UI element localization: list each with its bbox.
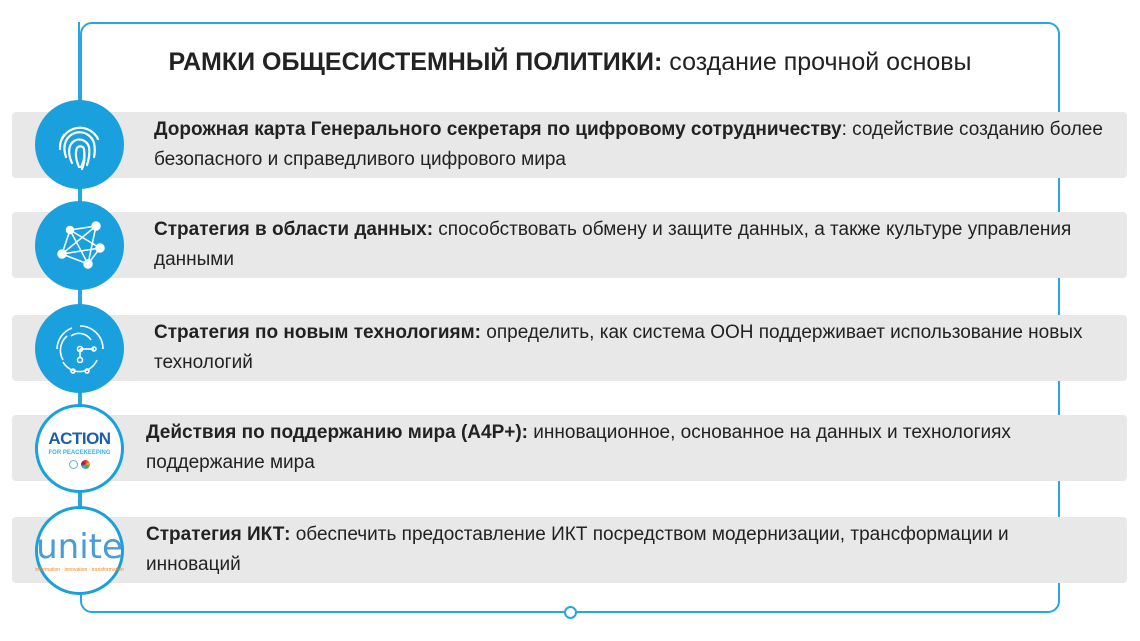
item-text: Стратегия по новым технологиям: определи… <box>154 322 1083 373</box>
item-text: Действия по поддержанию мира (A4P+): инн… <box>146 422 1011 473</box>
logo-text: ACTION <box>48 428 111 448</box>
item-text: Стратегия ИКТ: обеспечить предоставление… <box>146 524 1009 575</box>
fingerprint-icon <box>35 100 124 189</box>
unite-logo: unite information · innovation · transfo… <box>35 506 124 595</box>
action-for-peacekeeping-logo: ACTION FOR PEACEKEEPING <box>35 404 124 493</box>
circuit-icon <box>35 304 124 393</box>
item-bar <box>12 415 1127 481</box>
item-bar <box>12 212 1127 278</box>
page-title: РАМКИ ОБЩЕСИСТЕМНЫЙ ПОЛИТИКИ: создание п… <box>168 48 972 76</box>
item-text: Стратегия в области данных: способствова… <box>154 219 1072 270</box>
network-icon <box>35 201 124 290</box>
item-bar <box>12 517 1127 583</box>
item-bar <box>12 112 1127 178</box>
item-bar <box>12 315 1127 381</box>
un-emblems <box>69 459 90 469</box>
logo-subtext: FOR PEACEKEEPING <box>48 449 111 456</box>
item-text: Дорожная карта Генерального секретаря по… <box>154 119 1103 170</box>
logo-subtext: information · innovation · transformatio… <box>35 566 124 573</box>
logo-text: unite <box>36 526 123 567</box>
frame-end-dot <box>564 606 577 619</box>
